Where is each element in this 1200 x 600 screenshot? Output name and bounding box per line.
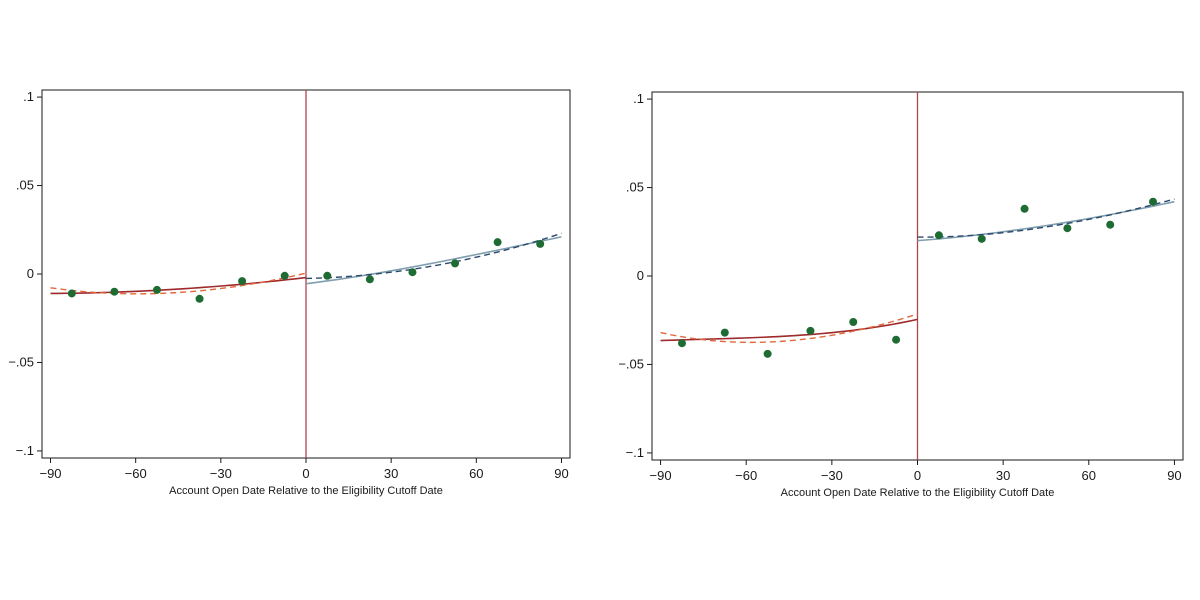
fit-line-left-solid <box>660 318 918 342</box>
y-tick-label: 0 <box>27 266 34 281</box>
data-point <box>152 285 161 294</box>
x-tick-label: 0 <box>914 468 921 483</box>
data-point <box>1020 204 1029 213</box>
x-tick-label: −60 <box>735 468 757 483</box>
x-tick-label: −90 <box>39 466 61 481</box>
x-tick-label: −30 <box>210 466 232 481</box>
x-tick-label: 0 <box>302 466 309 481</box>
fit-line-left-solid <box>50 276 307 295</box>
chart-left: .1 .05 0 −.05 −.1 −90 −60 −30 0 30 60 90 Account Ope… <box>8 89 571 497</box>
x-tick-label: −30 <box>821 468 843 483</box>
y-tick-label: .1 <box>633 91 644 106</box>
x-axis-title: Account Open Date Relative to the Eligib… <box>169 485 443 497</box>
y-tick-label: .05 <box>626 180 644 195</box>
y-tick-label: −.05 <box>618 356 644 371</box>
data-point <box>892 335 901 344</box>
y-tick-label: −.05 <box>8 354 34 369</box>
fit-line-right-dashed <box>305 232 562 280</box>
data-point <box>1063 224 1072 233</box>
data-point <box>536 239 545 248</box>
fit-line-right-solid <box>917 200 1175 242</box>
chart-right: .1 .05 0 −.05 −.1 −90 −60 −30 0 30 60 90 Account Ope… <box>618 91 1184 499</box>
y-tick-label: −.1 <box>16 443 34 458</box>
data-point <box>493 238 502 247</box>
fit-line-left-dashed <box>50 272 307 295</box>
x-axis-title: Account Open Date Relative to the Eligib… <box>781 487 1055 499</box>
y-tick-label: 0 <box>637 268 644 283</box>
data-point <box>451 259 460 268</box>
x-tick-label: 30 <box>996 468 1010 483</box>
x-tick-label: 60 <box>1082 468 1096 483</box>
x-tick-label: −60 <box>125 466 147 481</box>
data-point <box>323 271 332 280</box>
fit-line-left-dashed <box>660 313 918 344</box>
y-tick-label: −.1 <box>626 445 644 460</box>
x-tick-label: 30 <box>384 466 398 481</box>
fit-line-right-dashed <box>917 198 1175 238</box>
data-point <box>280 271 289 280</box>
data-point <box>408 268 417 277</box>
data-point <box>849 318 858 326</box>
fit-line-right-solid <box>305 236 562 285</box>
y-tick-label: .1 <box>23 89 34 104</box>
data-point <box>763 349 772 358</box>
x-tick-label: −90 <box>650 468 672 483</box>
data-point <box>677 339 686 348</box>
data-point <box>977 234 986 243</box>
data-point <box>806 326 815 335</box>
data-point <box>195 294 204 303</box>
data-point <box>720 328 729 337</box>
data-point <box>1106 220 1115 229</box>
data-point <box>238 277 247 286</box>
data-point <box>1149 197 1158 206</box>
x-tick-label: 90 <box>1167 468 1181 483</box>
x-tick-label: 60 <box>469 466 483 481</box>
data-point <box>365 275 374 284</box>
data-point <box>110 287 119 296</box>
data-point <box>67 289 76 298</box>
x-tick-label: 90 <box>554 466 568 481</box>
data-point <box>934 231 943 240</box>
y-tick-label: .05 <box>16 178 34 193</box>
